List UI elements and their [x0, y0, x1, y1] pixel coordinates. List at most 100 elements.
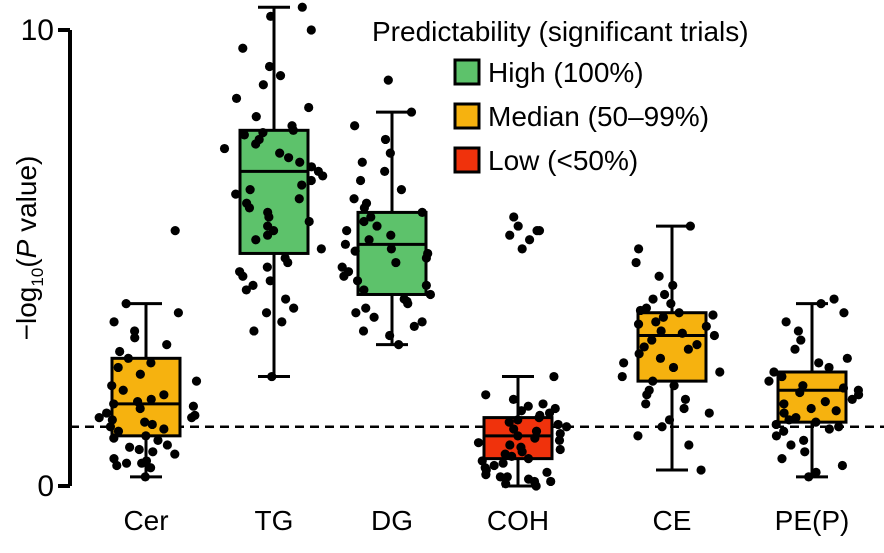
legend-label-high: High (100%) [488, 57, 644, 88]
legend-swatch-high [453, 58, 481, 86]
data-point [838, 383, 849, 393]
data-point [715, 367, 725, 377]
data-point [654, 271, 664, 281]
data-point [837, 460, 848, 471]
data-point [409, 321, 419, 331]
data-point [261, 308, 272, 318]
data-point [231, 93, 242, 103]
data-point [162, 440, 172, 450]
data-point [505, 440, 515, 450]
data-point [561, 422, 572, 432]
data-point [380, 166, 390, 176]
data-point [231, 189, 241, 199]
data-point [692, 340, 702, 350]
data-point [361, 303, 371, 313]
data-point [361, 198, 372, 208]
data-point [190, 410, 200, 420]
data-point [659, 289, 670, 300]
data-point [146, 463, 156, 473]
data-point [709, 330, 719, 341]
category-label: TG [255, 505, 294, 536]
legend-title: Predictability (significant trials) [372, 16, 749, 47]
data-point [148, 447, 158, 457]
data-point [644, 385, 654, 395]
category-label: Cer [123, 505, 168, 536]
data-point [359, 216, 369, 227]
data-point [633, 431, 643, 441]
data-point [648, 294, 658, 304]
data-point [294, 194, 304, 204]
data-point [658, 312, 668, 322]
y-tick-label: 0 [37, 470, 54, 503]
data-point [306, 162, 317, 172]
data-point [366, 212, 376, 222]
data-point [631, 257, 641, 268]
box-group-dg [337, 75, 436, 350]
data-point [495, 472, 505, 482]
data-point [798, 381, 808, 391]
box-iqr [356, 210, 428, 296]
data-point [123, 353, 133, 363]
legend: Predictability (significant trials) High… [372, 16, 749, 176]
data-point [523, 401, 533, 411]
box-group-tg [219, 2, 328, 382]
data-point [159, 424, 169, 434]
data-point [779, 426, 789, 436]
data-point [267, 371, 277, 382]
data-point [786, 440, 796, 450]
data-point [664, 415, 675, 425]
data-point [799, 435, 809, 445]
data-point [140, 472, 150, 482]
data-point [109, 433, 119, 443]
data-point [107, 381, 117, 391]
data-point [425, 289, 436, 300]
data-point [777, 371, 787, 382]
data-point [704, 408, 714, 418]
data-point [399, 294, 409, 304]
category-label: CE [653, 505, 692, 536]
data-point [535, 410, 545, 420]
data-point [385, 330, 395, 341]
data-point [781, 317, 791, 327]
data-point [549, 371, 559, 382]
data-point [696, 465, 706, 475]
data-point [275, 71, 286, 81]
data-point [101, 408, 112, 418]
data-point [289, 303, 299, 313]
data-point [651, 317, 661, 327]
data-point [107, 415, 117, 425]
data-point [779, 408, 789, 418]
data-point [648, 376, 658, 386]
data-point [513, 415, 523, 425]
data-point [796, 335, 806, 345]
data-point [516, 442, 526, 452]
data-point [351, 308, 361, 318]
data-point [159, 390, 169, 400]
y-axis: 0 10 [21, 14, 72, 503]
data-point [657, 422, 667, 432]
data-point [793, 326, 803, 336]
data-point [791, 413, 801, 423]
data-point [130, 326, 140, 336]
data-point [306, 175, 316, 186]
data-point [523, 474, 534, 484]
legend-swatch-low [453, 146, 481, 174]
data-point [509, 424, 519, 434]
data-point [297, 2, 307, 12]
data-point [806, 403, 816, 414]
data-point [639, 342, 649, 352]
data-point [555, 428, 565, 439]
data-point [764, 376, 774, 386]
data-point [811, 417, 821, 427]
data-point [386, 230, 396, 240]
data-point [235, 267, 245, 277]
data-point [531, 426, 542, 436]
data-point [146, 358, 156, 368]
data-point [771, 419, 781, 430]
data-point [771, 431, 782, 441]
data-point [304, 102, 314, 113]
data-point [502, 472, 512, 482]
data-point [473, 438, 484, 448]
y-axis-label: −log10(P value) [11, 156, 47, 341]
data-point [134, 444, 144, 455]
